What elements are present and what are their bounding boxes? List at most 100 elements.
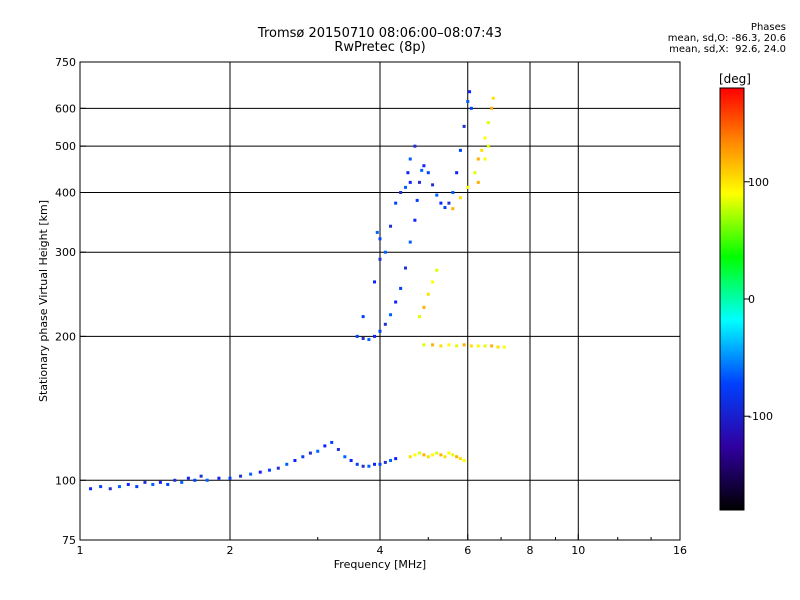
data-point <box>483 136 487 140</box>
data-point <box>336 447 340 451</box>
data-point <box>451 207 455 211</box>
data-point <box>422 453 426 457</box>
data-point <box>417 315 421 319</box>
data-point <box>249 472 253 476</box>
y-tick-label: 400 <box>55 186 76 199</box>
data-point <box>383 250 387 254</box>
data-point <box>408 157 412 161</box>
data-point <box>408 240 412 244</box>
data-point <box>361 336 365 340</box>
data-point <box>323 444 327 448</box>
data-point <box>458 148 462 152</box>
data-point <box>426 292 430 296</box>
data-point <box>378 257 382 261</box>
data-point <box>417 451 421 455</box>
data-point <box>455 455 459 459</box>
data-point <box>502 345 506 349</box>
data-point <box>173 478 177 482</box>
data-point <box>343 455 347 459</box>
data-point <box>355 334 359 338</box>
data-point <box>316 449 320 453</box>
data-point <box>361 464 365 468</box>
data-point <box>408 455 412 459</box>
data-point <box>383 460 387 464</box>
data-point <box>199 474 203 478</box>
data-point <box>293 458 297 462</box>
data-point <box>435 193 439 197</box>
data-point <box>108 487 112 491</box>
data-point <box>451 190 455 194</box>
data-point <box>431 453 435 457</box>
data-point <box>455 171 459 175</box>
data-point <box>469 106 473 110</box>
data-point <box>399 190 403 194</box>
data-point <box>413 218 417 222</box>
data-point <box>389 458 393 462</box>
data-point <box>447 201 451 205</box>
data-point <box>117 485 121 489</box>
data-point <box>466 100 470 104</box>
data-point <box>143 480 147 484</box>
x-tick-label: 16 <box>673 544 687 557</box>
y-axis-label: Stationary phase Virtual Height [km] <box>37 200 50 402</box>
data-point <box>483 344 487 348</box>
chart-title: Tromsø 20150710 08:06:00–08:07:43 <box>257 26 503 41</box>
data-point <box>99 485 103 489</box>
data-point <box>228 476 232 480</box>
data-point <box>476 180 480 184</box>
data-point <box>394 300 398 304</box>
data-point <box>349 458 353 462</box>
colorbar-tick-label: -100 <box>748 410 773 423</box>
data-point <box>89 487 93 491</box>
data-point <box>367 464 371 468</box>
data-point <box>378 329 382 333</box>
data-point <box>435 451 439 455</box>
data-point <box>135 485 139 489</box>
data-point <box>389 313 393 317</box>
data-point <box>431 343 435 347</box>
x-tick-label: 10 <box>571 544 585 557</box>
colorbar-tick-label: 0 <box>748 293 755 306</box>
x-axis-label: Frequency [MHz] <box>334 558 426 571</box>
phase-stats-x: mean, sd,X: 92.6, 24.0 <box>669 44 786 55</box>
data-point <box>373 462 377 466</box>
colorbar-label: [deg] <box>719 72 751 86</box>
data-point <box>383 322 387 326</box>
data-point <box>378 462 382 466</box>
data-point <box>486 144 490 148</box>
data-point <box>408 180 412 184</box>
data-point <box>422 164 426 168</box>
data-point <box>217 476 221 480</box>
colorbar-ticks: 100 0 -100 <box>744 176 773 423</box>
data-point <box>451 453 455 457</box>
data-point <box>476 157 480 161</box>
data-point <box>406 171 410 175</box>
phase-stats: Phases mean, sd,O: -86.3, 20.6 mean, sd,… <box>668 22 786 55</box>
data-point <box>462 343 466 347</box>
data-point <box>473 171 477 175</box>
data-point <box>361 315 365 319</box>
data-point <box>308 451 312 455</box>
data-point <box>367 338 371 342</box>
data-point <box>480 148 484 152</box>
data-point <box>431 280 435 284</box>
data-point <box>166 482 170 486</box>
data-point <box>415 198 419 202</box>
data-point <box>458 196 462 200</box>
data-point <box>439 344 443 348</box>
y-tick-label: 500 <box>55 140 76 153</box>
data-point <box>389 224 393 228</box>
colorbar-gradient <box>719 87 745 511</box>
x-tick-label: 6 <box>464 544 471 557</box>
data-point <box>399 286 403 290</box>
data-point <box>186 476 190 480</box>
data-point <box>193 478 197 482</box>
x-tick-label: 1 <box>77 544 84 557</box>
y-axis: 75 100 200 300 400 500 600 750 <box>55 56 86 547</box>
data-point <box>239 474 243 478</box>
data-point <box>468 90 472 94</box>
data-point <box>490 344 494 348</box>
y-tick-label: 75 <box>62 534 76 547</box>
data-point <box>476 344 480 348</box>
data-point <box>158 480 162 484</box>
